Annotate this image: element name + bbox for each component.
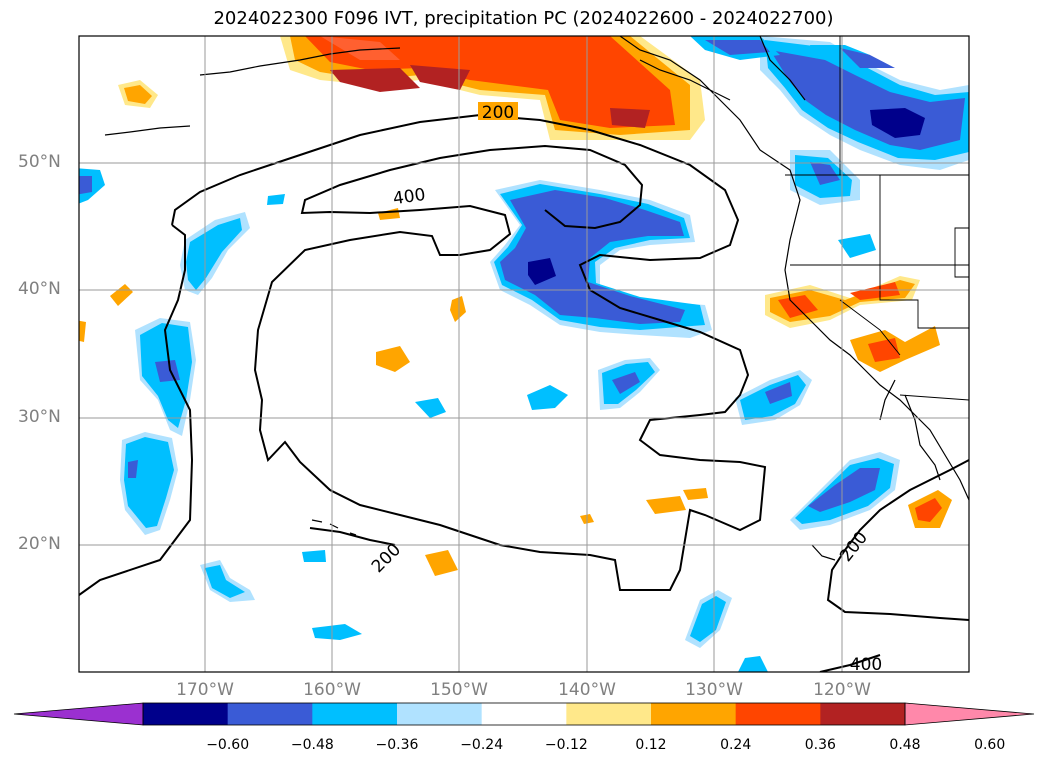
colorbar-tick-label: 0.60 [974,737,1006,753]
lat-label: 30°N [18,407,61,427]
colorbar-segment [397,703,483,725]
colorbar-extend-low [14,703,143,725]
colorbar-segment [651,703,737,725]
colorbar-segment [820,703,906,725]
colorbar-segment [143,703,229,725]
colorbar-tick-label: −0.48 [290,737,334,753]
colorbar-segment [481,703,567,725]
lon-label: 160°W [303,680,361,700]
colorbar-tick-label: −0.24 [460,737,504,753]
colorbar-tick-label: 0.24 [720,737,752,753]
contour-label: 200 [482,103,514,123]
colorbar-tick-label: −0.60 [206,737,250,753]
lon-label: 150°W [430,680,488,700]
colorbar-segment [735,703,821,725]
lon-label: 170°W [176,680,234,700]
negative-anomaly-fields [79,36,969,672]
colorbar-segment [566,703,652,725]
lat-label: 50°N [18,152,61,172]
colorbar-segment [227,703,313,725]
lon-label: 130°W [685,680,743,700]
lat-label: 40°N [18,279,61,299]
colorbar-tick-label: 0.48 [889,737,921,753]
lat-label: 20°N [18,534,61,554]
contour-label: 400 [392,185,427,209]
map-frame [78,35,970,673]
lon-label: 140°W [558,680,616,700]
coastlines [104,36,969,561]
contour-label: 400 [850,655,882,675]
ivt-contours [79,113,969,672]
colorbar-segment [312,703,398,725]
colorbar-tick-label: 0.12 [635,737,667,753]
colorbar-extend-high [905,703,1034,725]
political-borders [785,36,969,401]
map-title: 2024022300 F096 IVT, precipitation PC (2… [213,8,834,29]
graticule [79,36,969,672]
lon-label: 120°W [813,680,871,700]
colorbar-tick-label: −0.12 [544,737,588,753]
colorbar-tick-label: 0.36 [804,737,836,753]
colorbar-tick-label: −0.36 [375,737,419,753]
